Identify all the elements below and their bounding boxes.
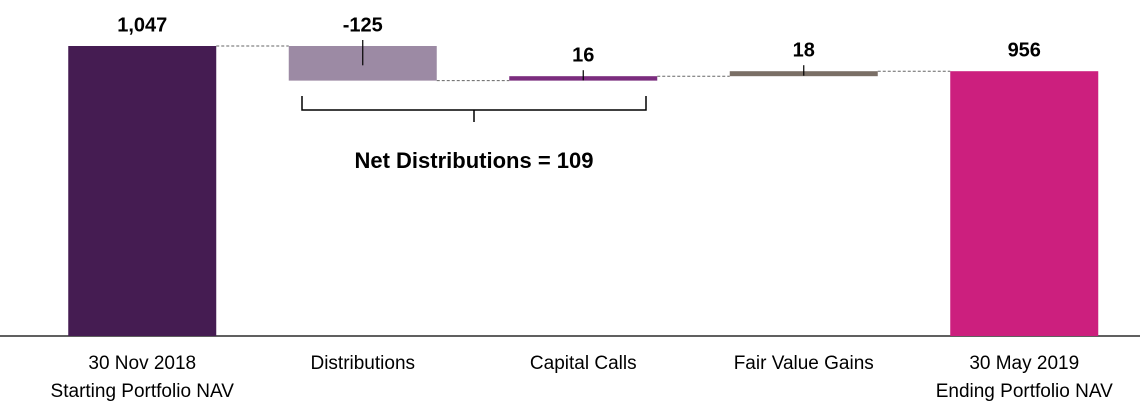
- x-tick-label: Fair Value Gains: [734, 353, 874, 374]
- x-tick-label-line: Starting Portfolio NAV: [51, 381, 235, 402]
- x-tick-label-line: Ending Portfolio NAV: [936, 381, 1113, 402]
- x-tick-label-line: Fair Value Gains: [734, 353, 874, 374]
- bar: [950, 71, 1099, 336]
- x-tick-label: Capital Calls: [530, 353, 637, 374]
- bracket: [301, 96, 647, 122]
- value-label: 956: [1008, 39, 1041, 61]
- annotation: Net Distributions = 109: [354, 148, 593, 173]
- x-tick-label: 30 Nov 2018 Starting Portfolio NAV: [51, 353, 235, 402]
- x-tick-label: Distributions: [310, 353, 415, 374]
- x-tick-label: 30 May 2019 Ending Portfolio NAV: [936, 353, 1113, 402]
- bar: [68, 46, 217, 336]
- x-tick-label-line: 30 May 2019: [969, 353, 1079, 374]
- value-label: 16: [572, 44, 594, 66]
- x-tick-label-line: Capital Calls: [530, 353, 637, 374]
- x-tick-label-line: 30 Nov 2018: [88, 353, 196, 374]
- value-label: -125: [343, 14, 383, 36]
- value-label: 18: [793, 39, 815, 61]
- x-tick-label-line: Distributions: [310, 353, 415, 374]
- value-label: 1,047: [117, 14, 167, 36]
